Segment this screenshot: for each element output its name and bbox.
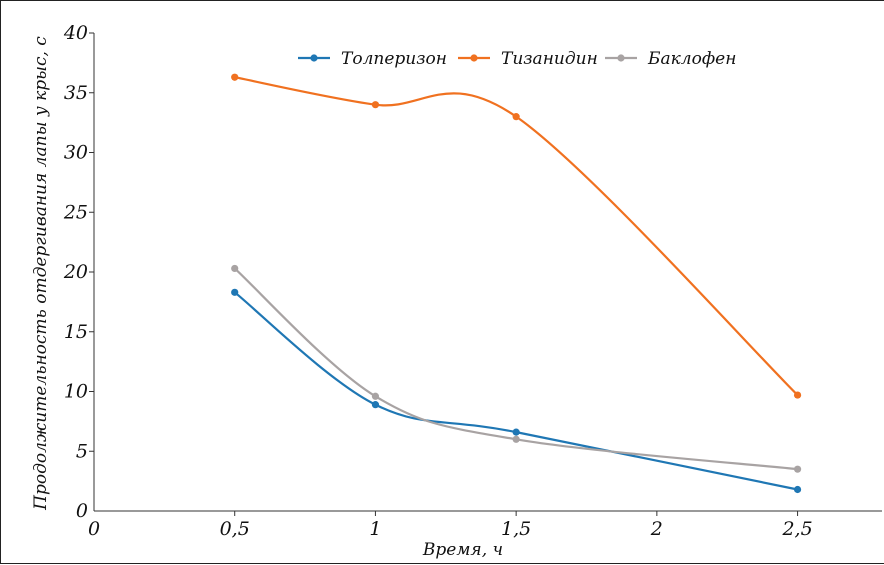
legend-swatch-marker bbox=[617, 54, 625, 62]
y-tick-label: 25 bbox=[63, 201, 88, 223]
series-layer bbox=[231, 73, 802, 494]
series-2 bbox=[231, 73, 802, 399]
series-line bbox=[233, 76, 799, 397]
data-point bbox=[371, 392, 380, 400]
data-point bbox=[793, 465, 802, 473]
axes: 0 0,5 1 1,5 2 2,5 0 5 10 15 20 25 30 35 40 bbox=[63, 22, 882, 540]
x-tick-label: 1,5 bbox=[501, 518, 531, 540]
y-tick-label: 20 bbox=[63, 261, 88, 283]
data-point bbox=[793, 391, 802, 399]
series-line bbox=[233, 291, 799, 491]
legend-swatch-marker bbox=[470, 54, 478, 62]
y-tick-label: 40 bbox=[63, 22, 88, 44]
data-point bbox=[512, 113, 520, 121]
x-tick-label: 2,5 bbox=[781, 518, 812, 540]
data-point bbox=[231, 288, 239, 296]
x-tick-label: 0,5 bbox=[220, 518, 250, 540]
data-point bbox=[371, 401, 380, 409]
y-tick-label: 30 bbox=[64, 142, 88, 164]
series-3 bbox=[231, 264, 802, 473]
y-tick-label: 35 bbox=[64, 82, 88, 104]
y-tick-label: 5 bbox=[76, 440, 88, 462]
legend-item: Баклофен bbox=[605, 49, 736, 69]
data-point bbox=[512, 428, 520, 436]
legend-label: Баклофен bbox=[647, 49, 736, 69]
y-tick-label: 10 bbox=[64, 381, 88, 403]
series-line bbox=[233, 267, 799, 471]
legend: Толперизон Тизанидин Баклофен bbox=[298, 49, 736, 69]
data-point bbox=[231, 264, 239, 273]
x-tick-label: 0 bbox=[88, 518, 100, 540]
data-point bbox=[512, 435, 520, 443]
y-axis-title: Продолжительность отдергивания лапы у кр… bbox=[31, 36, 51, 511]
series-1 bbox=[231, 288, 802, 494]
x-tick-label: 2 bbox=[650, 518, 663, 540]
legend-label: Тизанидин bbox=[501, 49, 598, 69]
legend-item: Толперизон bbox=[298, 49, 447, 69]
data-point bbox=[231, 73, 239, 81]
data-point bbox=[793, 485, 802, 494]
y-tick-label: 15 bbox=[64, 321, 88, 343]
x-tick-label: 1 bbox=[369, 518, 381, 540]
legend-item: Тизанидин bbox=[458, 49, 598, 69]
y-tick-label: 0 bbox=[76, 500, 88, 522]
x-axis-title: Время, ч bbox=[422, 540, 503, 560]
legend-swatch-marker bbox=[310, 54, 318, 62]
legend-label: Толперизон bbox=[341, 49, 447, 69]
data-point bbox=[371, 101, 380, 109]
